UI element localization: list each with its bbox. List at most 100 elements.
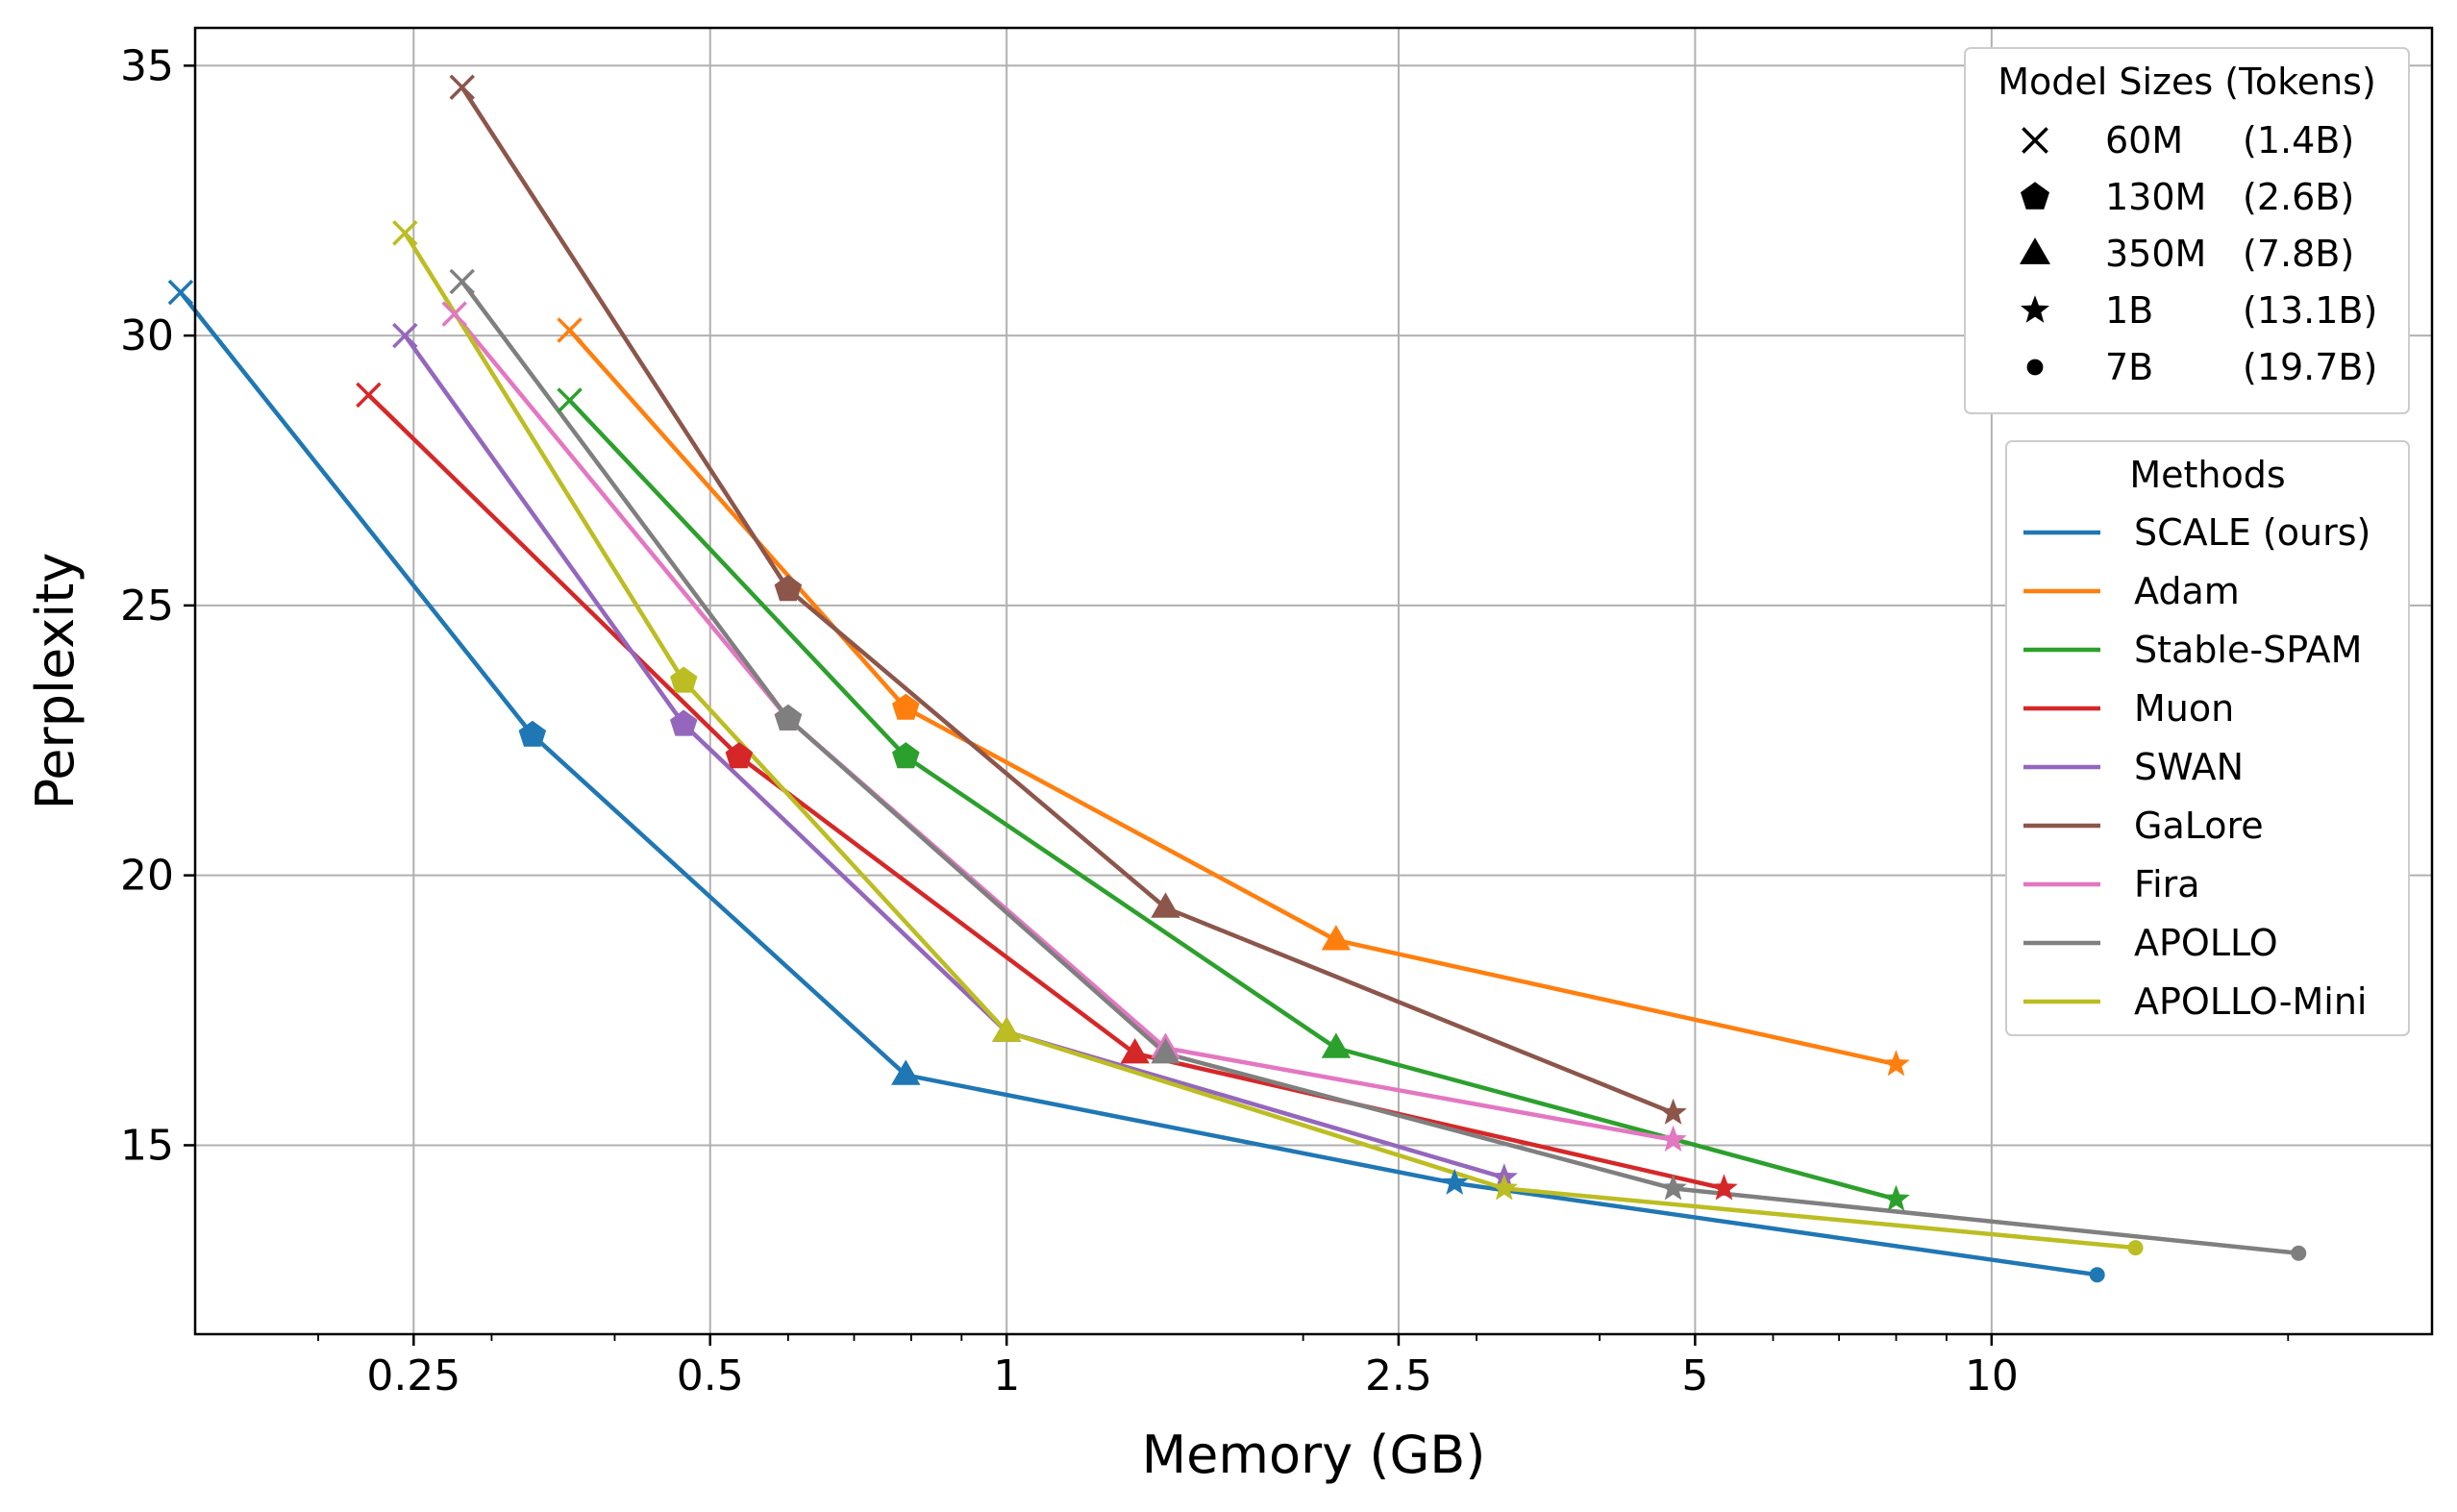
model-sizes-legend-entries: 60M (1.4B) 130M (2.6B) 350M (7.8B) 1B (13.1B) 7B… <box>2020 119 2377 388</box>
model-sizes-legend-title: Model Sizes (Tokens) <box>1998 61 2376 103</box>
x-tick-label: 0.5 <box>677 1351 744 1400</box>
y-tick-label: 20 <box>120 852 174 901</box>
data-point-apollo <box>1151 1038 1180 1064</box>
data-point-apollo <box>774 704 803 731</box>
marker-x-stroke <box>449 74 475 101</box>
data-point-muon <box>725 742 754 769</box>
data-point-scale-ours <box>167 279 194 306</box>
model-size-label: 350M <box>2105 233 2206 275</box>
methods-legend-entries: SCALE (ours) Adam Stable-SPAM Muon SWAN GaLor… <box>2023 511 2370 1023</box>
series-line-galore <box>459 86 1675 1115</box>
data-point-scale-ours <box>891 1059 921 1085</box>
legend-method-label: GaLore <box>2134 805 2264 847</box>
y-tick-label: 25 <box>120 582 174 631</box>
marker-x-stroke <box>392 322 418 349</box>
legend-method-label: Stable-SPAM <box>2134 629 2362 671</box>
x-tick-label: 2.5 <box>1365 1351 1432 1400</box>
y-tick-label: 30 <box>120 311 174 360</box>
data-point-apollo-mini <box>992 1016 1022 1042</box>
series-line-apollo-mini <box>403 232 2136 1251</box>
data-point-adam <box>557 317 583 343</box>
data-point-stable-spam <box>892 742 920 769</box>
series-line-scale-ours <box>179 290 2098 1277</box>
data-point-scale-ours <box>2089 1267 2105 1283</box>
data-point-apollo-mini <box>670 666 698 693</box>
data-point-apollo <box>2291 1245 2307 1261</box>
data-point-galore <box>1659 1098 1687 1125</box>
data-point-galore <box>1151 892 1180 918</box>
model-tokens-label: (1.4B) <box>2243 119 2354 161</box>
x-tick-label: 1 <box>993 1351 1020 1400</box>
model-sizes-legend: Model Sizes (Tokens) 60M (1.4B) 130M (2.6B)… <box>1964 47 2410 414</box>
methods-legend-title: Methods <box>2129 454 2285 496</box>
data-point-galore <box>449 74 475 101</box>
y-tick-label: 35 <box>120 41 174 90</box>
model-tokens-label: (19.7B) <box>2243 346 2377 388</box>
marker-x-stroke <box>557 387 583 413</box>
data-point-swan <box>392 322 418 349</box>
model-sizes-legend-box <box>1964 47 2410 414</box>
x-axis-label: Memory (GB) <box>1142 1425 1486 1485</box>
data-point-adam <box>892 693 920 720</box>
methods-legend: Methods SCALE (ours)AdamStable-SPAMMuonS… <box>2005 440 2410 1036</box>
series-line-swan <box>403 334 1505 1180</box>
series-line-fira <box>452 312 1674 1143</box>
marker-x-stroke <box>2022 127 2048 154</box>
x-tick-label: 0.25 <box>366 1351 460 1400</box>
data-point-apollo-mini <box>2127 1240 2144 1256</box>
y-axis-label: Perplexity <box>25 553 86 810</box>
data-point-muon <box>1710 1174 1738 1201</box>
data-point-adam <box>1882 1050 1910 1077</box>
model-tokens-label: (13.1B) <box>2243 289 2377 332</box>
marker-dot <box>2026 359 2044 376</box>
methods-legend-box <box>2005 440 2410 1036</box>
series-markers <box>167 74 2307 1283</box>
data-point-swan <box>670 709 698 736</box>
data-point-muon <box>356 382 382 409</box>
model-size-label: 60M <box>2105 119 2183 161</box>
marker-x-stroke <box>557 317 583 343</box>
data-point-stable-spam <box>1882 1184 1910 1211</box>
legend-method-label: Fira <box>2134 863 2200 905</box>
marker-x-stroke <box>356 382 382 409</box>
data-point-apollo-mini <box>1490 1174 1519 1201</box>
data-point-muon <box>1120 1038 1150 1064</box>
model-tokens-label: (2.6B) <box>2243 176 2354 218</box>
model-size-label: 7B <box>2105 346 2153 388</box>
data-point-scale-ours <box>1441 1168 1469 1195</box>
data-point-apollo <box>449 268 475 295</box>
legend-method-label: APOLLO-Mini <box>2134 980 2367 1023</box>
plot-frame <box>193 26 2434 1336</box>
legend-method-label: Adam <box>2134 570 2240 612</box>
data-point-stable-spam <box>557 387 583 413</box>
series-lines <box>179 86 2299 1277</box>
data-point-galore <box>774 575 803 602</box>
data-point-adam <box>1321 925 1352 951</box>
data-point-scale-ours <box>518 720 547 747</box>
axis-ticks: 0.25 0.5 1 2.5 5 10 15 20 25 30 35 <box>120 41 2290 1400</box>
legend-method-label: SCALE (ours) <box>2134 511 2370 554</box>
marker-pentagon <box>2021 182 2049 210</box>
legend-method-label: SWAN <box>2134 746 2244 788</box>
marker-x-stroke <box>441 301 467 327</box>
model-size-label: 130M <box>2105 176 2206 218</box>
marker-x <box>2022 127 2048 154</box>
series-line-stable-spam <box>567 398 1898 1202</box>
model-size-label: 1B <box>2105 289 2153 332</box>
data-point-apollo <box>1659 1174 1687 1201</box>
x-tick-label: 5 <box>1681 1351 1708 1400</box>
marker-star <box>2021 295 2049 323</box>
x-tick-label: 10 <box>1965 1351 2019 1400</box>
marker-triangle <box>2020 237 2050 264</box>
series-line-adam <box>567 329 1897 1067</box>
data-point-stable-spam <box>1321 1032 1352 1058</box>
data-point-fira <box>441 301 467 327</box>
series-line-muon <box>366 393 1725 1191</box>
legend-method-label: Muon <box>2134 687 2234 730</box>
model-tokens-label: (7.8B) <box>2243 233 2354 275</box>
y-tick-label: 15 <box>120 1121 174 1170</box>
data-point-fira <box>1659 1125 1687 1152</box>
marker-x-stroke <box>167 279 194 306</box>
data-point-apollo-mini <box>392 220 418 246</box>
